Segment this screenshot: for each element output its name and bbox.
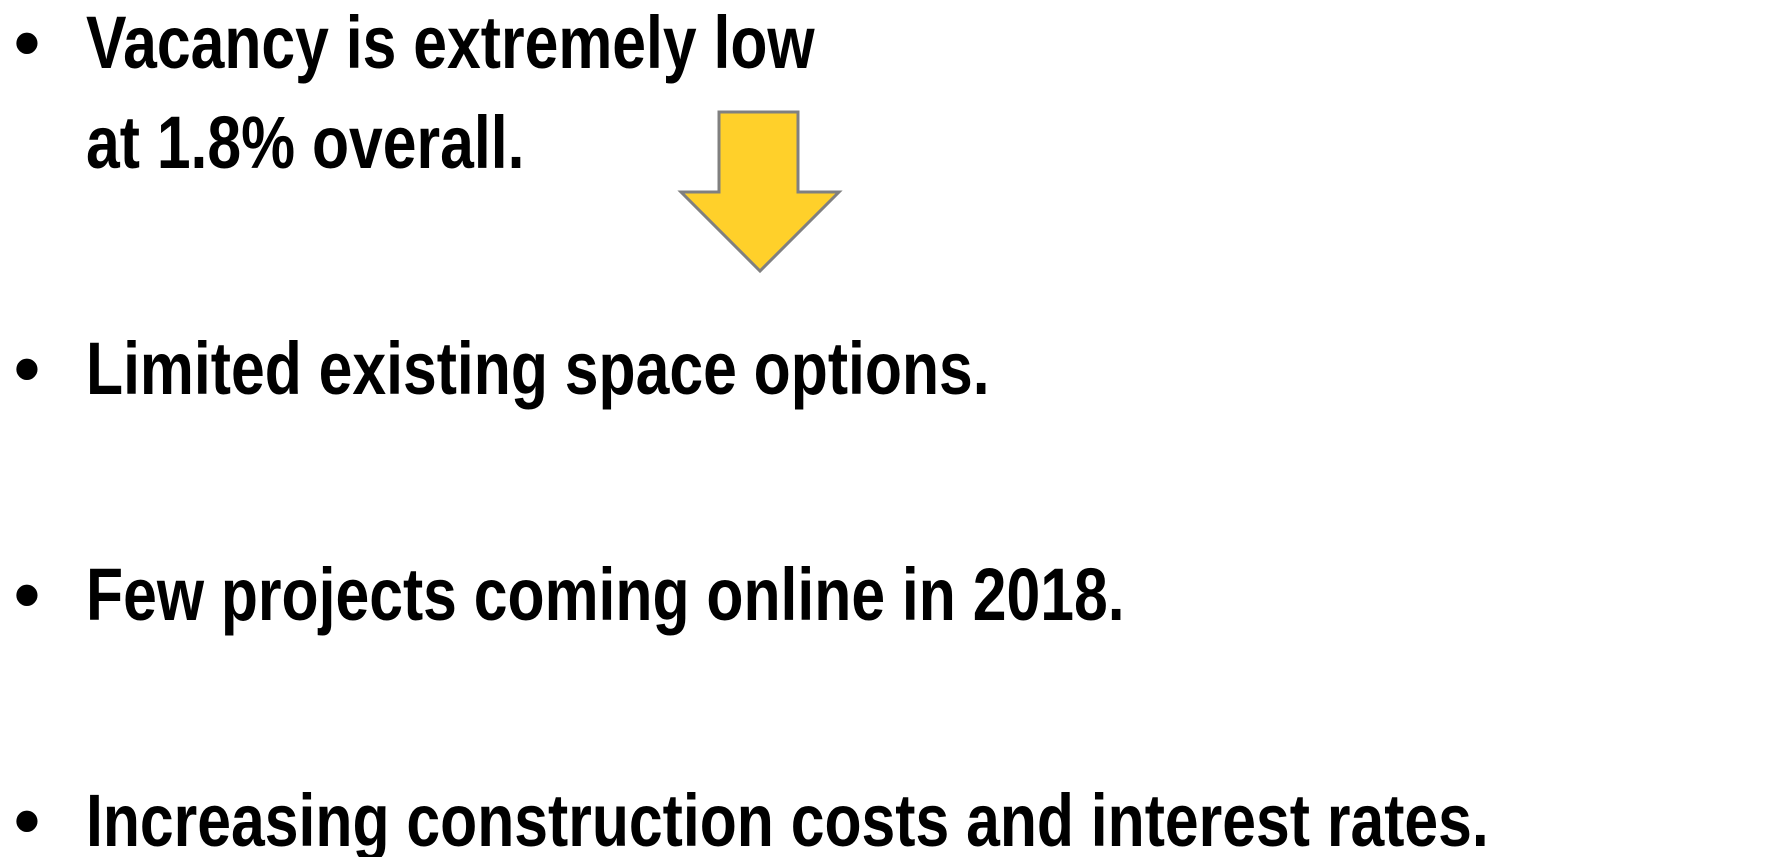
bullet-text: Increasing construction costs and intere… — [86, 779, 1489, 857]
bullet-dot: • — [14, 327, 40, 410]
bullet-text: at 1.8% overall. — [86, 101, 525, 184]
bullet-dot: • — [14, 1, 40, 84]
down-arrow — [677, 110, 843, 274]
bullet-text: Limited existing space options. — [86, 327, 990, 410]
bullet-text: Vacancy is extremely low — [86, 1, 815, 84]
bullet-dot: • — [14, 553, 40, 636]
bullet-dot: • — [14, 779, 40, 857]
bullet-text: Few projects coming online in 2018. — [86, 553, 1125, 636]
